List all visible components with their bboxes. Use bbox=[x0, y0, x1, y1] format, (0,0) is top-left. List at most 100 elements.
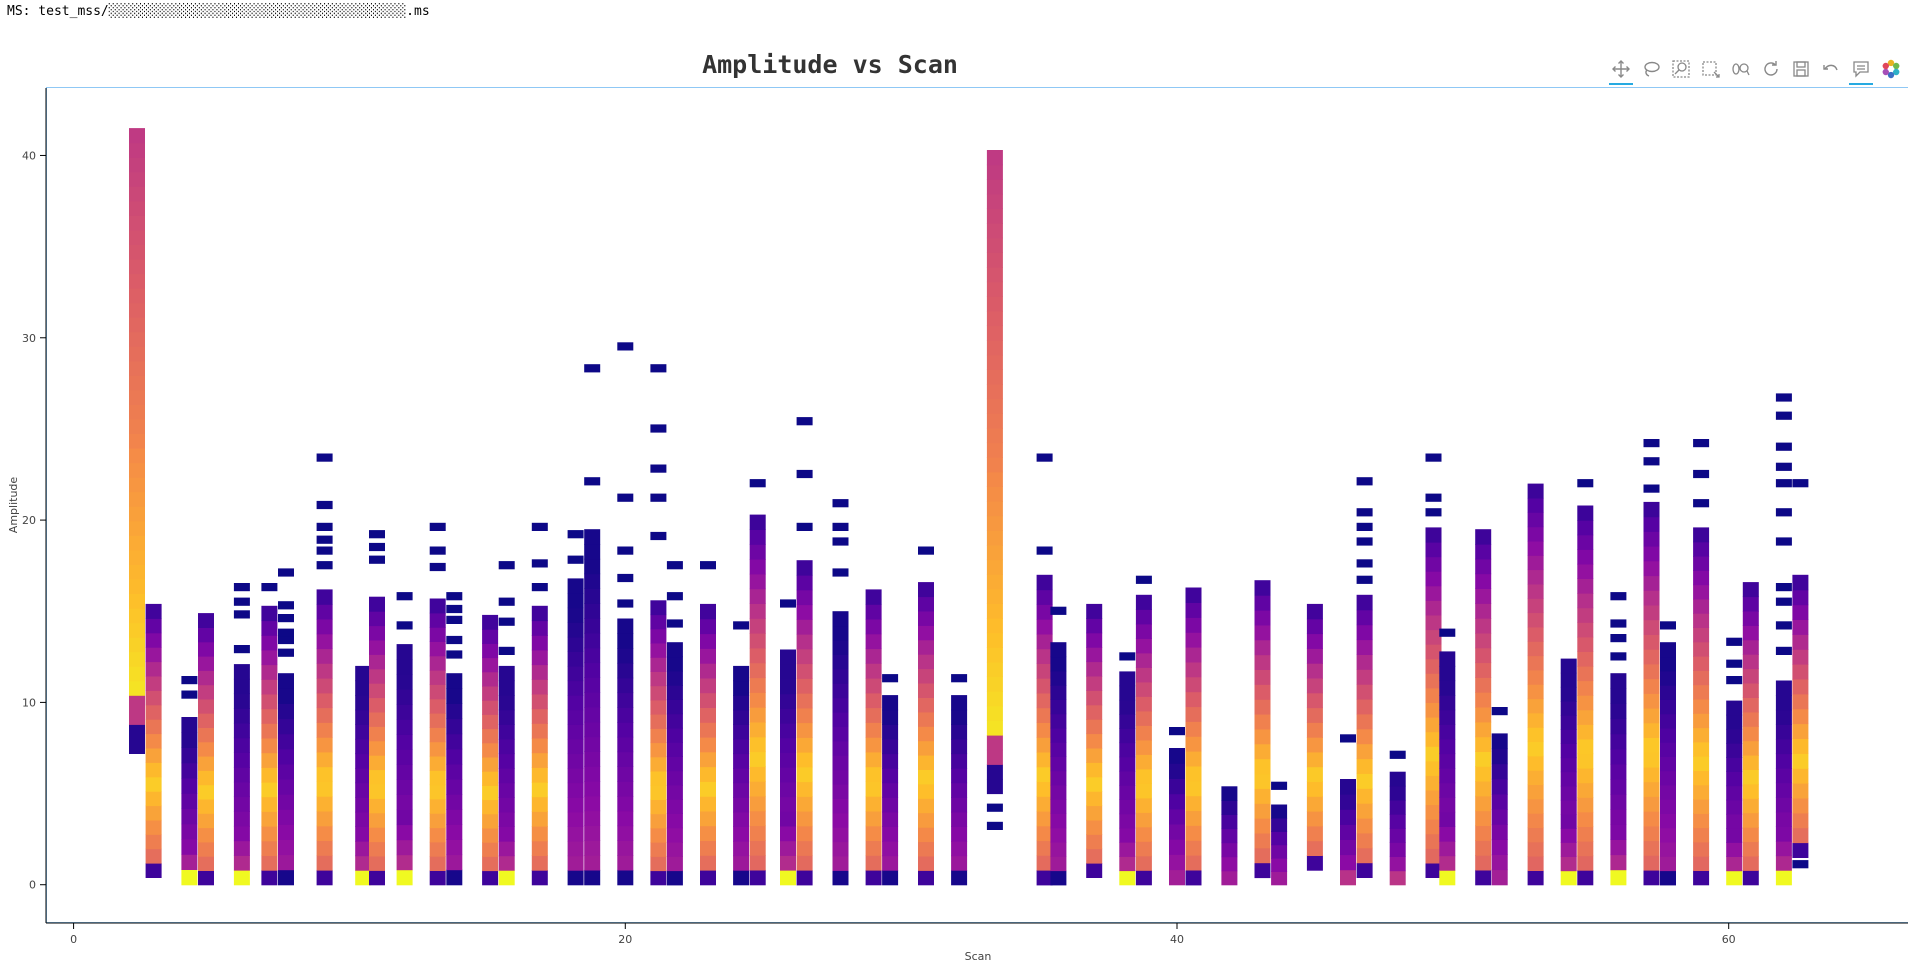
heatmap-bin bbox=[1527, 497, 1544, 513]
heatmap-bin bbox=[1119, 714, 1136, 729]
heatmap-outlier-bin bbox=[446, 604, 463, 614]
heatmap-bin bbox=[1185, 751, 1202, 767]
reset-tool[interactable] bbox=[1756, 54, 1786, 84]
heatmap-bin bbox=[1475, 692, 1492, 708]
heatmap-bin bbox=[531, 679, 548, 695]
heatmap-bin bbox=[796, 840, 813, 856]
heatmap-bin bbox=[316, 707, 333, 723]
hover-tool[interactable] bbox=[1846, 54, 1876, 85]
heatmap-bin bbox=[1169, 854, 1185, 871]
heatmap-outlier-bin bbox=[316, 500, 333, 510]
heatmap-bin bbox=[865, 796, 882, 812]
heatmap-bin bbox=[531, 781, 548, 798]
heatmap-bin bbox=[129, 331, 145, 347]
heatmap-bin bbox=[1527, 755, 1544, 771]
heatmap-bin bbox=[584, 692, 601, 708]
box-zoom-tool[interactable] bbox=[1666, 54, 1696, 84]
heatmap-bin bbox=[1491, 793, 1508, 810]
heatmap-bin bbox=[1086, 747, 1103, 763]
heatmap-bin bbox=[129, 695, 145, 711]
heatmap-bin bbox=[617, 633, 634, 649]
heatmap-bin bbox=[129, 404, 145, 420]
heatmap-bin bbox=[1660, 670, 1676, 686]
heatmap-bin bbox=[918, 654, 934, 670]
heatmap-outlier-bin bbox=[1356, 559, 1373, 568]
heatmap-bin bbox=[429, 698, 446, 714]
heatmap-bin bbox=[129, 608, 145, 624]
heatmap-bin bbox=[198, 613, 214, 628]
heatmap-bin bbox=[865, 751, 882, 768]
heatmap-outlier-bin bbox=[498, 561, 515, 570]
heatmap-bin bbox=[129, 637, 145, 653]
heatmap-bin bbox=[1610, 748, 1627, 765]
box-select-tool[interactable] bbox=[1696, 54, 1726, 84]
heatmap-bin bbox=[951, 738, 968, 755]
lasso-select-tool[interactable] bbox=[1636, 54, 1666, 84]
heatmap-bin bbox=[1439, 797, 1456, 813]
heatmap-bin bbox=[369, 625, 385, 641]
heatmap-bin bbox=[482, 657, 499, 673]
heatmap-bin bbox=[1742, 726, 1759, 742]
heatmap-bin bbox=[1775, 768, 1792, 784]
heatmap-bin bbox=[796, 604, 813, 620]
heatmap-bin bbox=[1050, 727, 1067, 743]
heatmap-bin bbox=[198, 784, 214, 800]
heatmap-bin bbox=[1560, 743, 1577, 759]
heatmap-outlier-bin bbox=[617, 342, 634, 351]
heatmap-bin bbox=[1086, 733, 1103, 749]
heatmap-bin bbox=[261, 826, 278, 842]
y-tick-label: 30 bbox=[22, 332, 36, 345]
heatmap-bin bbox=[396, 764, 413, 780]
heatmap-outlier-bin bbox=[733, 621, 750, 630]
zoom-tool[interactable] bbox=[1726, 54, 1756, 84]
undo-tool[interactable] bbox=[1816, 54, 1846, 84]
heatmap-bin bbox=[1610, 718, 1627, 735]
heatmap-bin bbox=[650, 671, 667, 687]
heatmap-bin bbox=[1254, 610, 1271, 626]
heatmap-marks bbox=[129, 128, 1809, 886]
pan-tool[interactable] bbox=[1606, 54, 1636, 85]
heatmap-outlier-bin bbox=[396, 621, 413, 630]
heatmap-bin bbox=[129, 491, 145, 507]
heatmap-bin bbox=[1185, 617, 1202, 633]
heatmap-outlier-bin bbox=[429, 522, 446, 531]
heatmap-bin bbox=[584, 869, 601, 886]
heatmap-bin bbox=[749, 707, 766, 723]
heatmap-bin bbox=[181, 732, 198, 748]
heatmap-bin bbox=[1425, 731, 1442, 747]
y-tick-label: 10 bbox=[22, 696, 36, 709]
heatmap-bin bbox=[749, 662, 766, 679]
heatmap-bin bbox=[233, 870, 250, 886]
heatmap-bin bbox=[865, 663, 882, 679]
heatmap-bin bbox=[733, 709, 750, 725]
heatmap-bin bbox=[1050, 670, 1067, 686]
heatmap-bin bbox=[181, 778, 198, 794]
heatmap-bin bbox=[584, 721, 601, 738]
heatmap-bin bbox=[1643, 855, 1660, 871]
heatmap-outlier-bin bbox=[567, 555, 584, 564]
heatmap-bin bbox=[1577, 709, 1594, 725]
save-tool[interactable] bbox=[1786, 54, 1816, 84]
heatmap-bin bbox=[1660, 799, 1676, 814]
heatmap-bin bbox=[1491, 854, 1508, 871]
heatmap-bin bbox=[1726, 714, 1743, 730]
heatmap-bin bbox=[316, 810, 333, 827]
heatmap-bin bbox=[1185, 825, 1202, 841]
heatmap-bin bbox=[278, 763, 294, 780]
heatmap-bin bbox=[355, 768, 372, 784]
heatmap-bin bbox=[198, 713, 214, 728]
bokeh-logo[interactable] bbox=[1876, 54, 1906, 84]
heatmap-bin bbox=[1135, 855, 1152, 871]
heatmap-bin bbox=[1036, 825, 1053, 842]
heatmap-bin bbox=[316, 663, 333, 679]
heatmap-bin bbox=[1185, 632, 1202, 648]
heatmap-bin bbox=[145, 834, 162, 850]
heatmap-bin bbox=[429, 713, 446, 728]
heatmap-bin bbox=[865, 840, 882, 856]
heatmap-bin bbox=[584, 677, 601, 693]
heatmap-bin bbox=[1742, 654, 1759, 670]
heatmap-bin bbox=[666, 713, 683, 729]
heatmap-bin bbox=[1086, 762, 1103, 778]
heatmap-bin bbox=[733, 753, 750, 769]
